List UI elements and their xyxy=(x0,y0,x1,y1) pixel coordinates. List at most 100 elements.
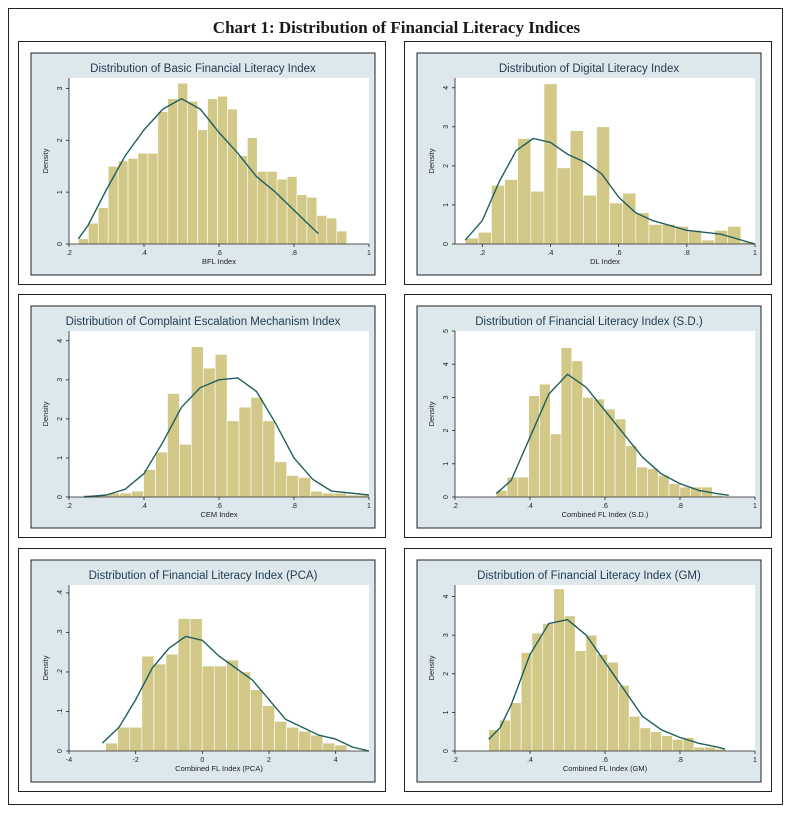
histogram-bar xyxy=(326,217,338,245)
histogram-bar xyxy=(226,659,239,752)
histogram-bar xyxy=(542,623,554,752)
histogram-bar xyxy=(143,469,156,498)
histogram-bar xyxy=(157,111,169,245)
histogram-bar xyxy=(582,397,594,498)
histogram-bar xyxy=(622,192,637,245)
histogram-bar xyxy=(286,726,300,752)
y-tick-label: 4 xyxy=(57,339,64,343)
histogram-bar xyxy=(334,492,347,498)
histogram-bar xyxy=(78,238,89,245)
y-axis-label: Density xyxy=(41,401,50,426)
histogram-pca: Distribution of Financial Literacy Index… xyxy=(30,559,376,783)
histogram-bar xyxy=(693,746,706,752)
density-curve xyxy=(488,619,726,750)
histogram-sd: Distribution of Financial Literacy Index… xyxy=(416,305,762,529)
histogram-bar xyxy=(628,715,641,752)
histogram-bar xyxy=(141,655,155,752)
histogram-bar xyxy=(238,671,251,752)
x-tick-label: .4 xyxy=(548,250,554,257)
y-tick-label: 3 xyxy=(57,378,64,382)
histogram-bar xyxy=(131,490,144,498)
x-tick-label: .8 xyxy=(684,250,690,257)
histogram-bar xyxy=(520,652,533,752)
histogram-bar xyxy=(179,443,192,498)
histogram-bar xyxy=(266,171,278,245)
histogram-bar xyxy=(167,98,179,245)
x-tick-label: .6 xyxy=(216,250,222,257)
histogram-bar xyxy=(129,726,143,752)
histogram-bar xyxy=(603,408,616,498)
density-curve xyxy=(495,373,729,496)
y-tick-label: 4 xyxy=(443,595,450,599)
histogram-bar xyxy=(256,171,268,245)
histogram-bar xyxy=(636,466,648,498)
histogram-bar xyxy=(625,445,637,498)
histogram-bar xyxy=(517,476,529,498)
y-tick-label: 0 xyxy=(57,749,64,753)
histogram-bar xyxy=(504,179,519,245)
y-tick-label: 2 xyxy=(443,164,450,168)
histogram-bar xyxy=(310,734,324,752)
x-tick-label: 1 xyxy=(753,250,757,257)
y-tick-label: 0 xyxy=(57,495,64,499)
x-tick-label: .4 xyxy=(141,250,147,257)
x-tick-label: .6 xyxy=(602,757,608,764)
histogram-bar xyxy=(672,739,684,752)
chart-title: Distribution of Complaint Escalation Mec… xyxy=(66,316,341,328)
histogram-bar xyxy=(506,476,519,498)
y-tick-label: 1 xyxy=(443,710,450,714)
x-axis-label: BFL Index xyxy=(202,257,236,266)
histogram-bar xyxy=(661,224,676,245)
histogram-bar xyxy=(167,393,180,498)
x-axis-label: DL Index xyxy=(590,257,620,266)
x-tick-label: .2 xyxy=(66,503,72,510)
histogram-bar xyxy=(464,237,479,245)
histogram-bar xyxy=(704,746,716,752)
y-tick-label: 0 xyxy=(443,495,450,499)
histogram-bar xyxy=(322,742,336,752)
y-tick-label: .1 xyxy=(57,708,64,714)
histogram-bar xyxy=(593,398,605,498)
histogram-bar xyxy=(274,721,287,752)
histogram-bar xyxy=(177,82,188,245)
histogram-bar xyxy=(679,486,691,498)
histogram-bar xyxy=(336,230,347,245)
histogram-bar xyxy=(88,222,99,245)
histogram-bar xyxy=(276,178,288,245)
histogram-bar xyxy=(153,663,167,752)
x-axis-label: CEM Index xyxy=(200,510,237,519)
histogram-bar xyxy=(117,726,131,752)
histogram-bar xyxy=(668,483,681,498)
y-tick-label: 1 xyxy=(443,203,450,207)
x-tick-label: .6 xyxy=(616,250,622,257)
histogram-bar xyxy=(639,727,652,752)
panel-pca: Distribution of Financial Literacy Index… xyxy=(18,548,386,792)
panel-gm: Distribution of Financial Literacy Index… xyxy=(404,548,772,792)
x-axis-label: Combined FL Index (S.D.) xyxy=(562,510,649,519)
histogram-bar xyxy=(539,383,551,498)
y-tick-label: 5 xyxy=(443,329,450,333)
histogram-bar xyxy=(247,137,258,245)
histogram-bar xyxy=(607,661,619,752)
histogram-bar xyxy=(191,346,204,498)
histogram-bar xyxy=(560,347,573,498)
y-tick-label: 3 xyxy=(443,633,450,637)
histogram-bar xyxy=(187,101,198,245)
histogram-bar xyxy=(262,705,275,752)
density-curve xyxy=(101,635,370,752)
density-curve xyxy=(83,377,370,498)
histogram-bar xyxy=(714,230,729,245)
histogram-dl: Distribution of Digital Literacy Index .2… xyxy=(416,52,762,276)
y-tick-label: 4 xyxy=(443,86,450,90)
histogram-bar xyxy=(657,475,670,498)
y-tick-label: 2 xyxy=(57,138,64,142)
histogram-bar xyxy=(596,654,608,752)
x-axis-label: Combined FL Index (PCA) xyxy=(175,764,263,773)
y-axis-label: Density xyxy=(427,148,436,173)
x-tick-label: .4 xyxy=(527,757,533,764)
histogram-bar xyxy=(227,108,238,245)
histogram-bar xyxy=(97,207,109,245)
y-tick-label: 1 xyxy=(57,456,64,460)
x-tick-label: -4 xyxy=(66,757,72,764)
histogram-bar xyxy=(549,433,562,498)
